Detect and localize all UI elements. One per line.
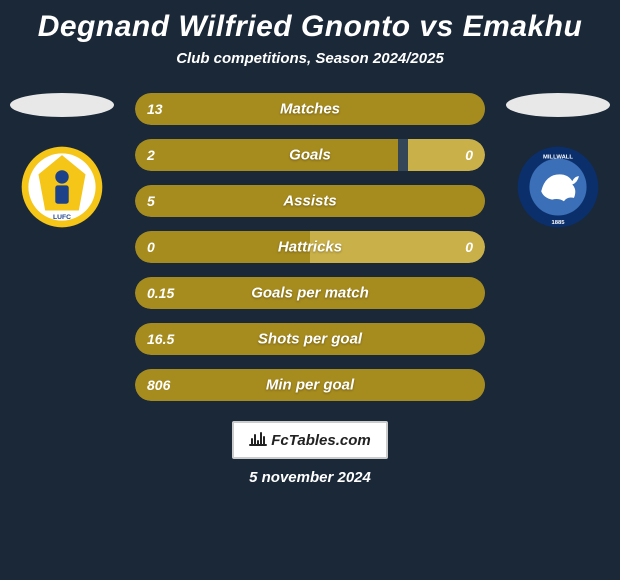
stat-left-value: 16.5 <box>147 331 174 347</box>
stat-row: 0 0 Hattricks <box>135 231 485 263</box>
stat-left-value: 13 <box>147 101 163 117</box>
svg-text:MILLWALL: MILLWALL <box>543 154 573 160</box>
footer-date: 5 november 2024 <box>0 469 620 486</box>
stat-label: Assists <box>283 193 336 210</box>
stat-label: Matches <box>280 101 340 118</box>
stat-left-value: 806 <box>147 377 170 393</box>
right-club-badge: MILLWALL 1885 <box>516 145 600 229</box>
stat-left-value: 0 <box>147 239 155 255</box>
svg-text:LUFC: LUFC <box>53 214 71 221</box>
stat-row: 5 Assists <box>135 185 485 217</box>
stat-label: Goals per match <box>251 285 369 302</box>
stat-row: 806 Min per goal <box>135 369 485 401</box>
stat-right-value: 0 <box>465 239 473 255</box>
subtitle: Club competitions, Season 2024/2025 <box>0 50 620 67</box>
bar-right-fill <box>408 139 485 171</box>
right-avatar-placeholder <box>506 93 610 117</box>
chart-icon <box>249 430 267 451</box>
watermark-text: FcTables.com <box>271 432 370 449</box>
svg-text:1885: 1885 <box>551 220 565 226</box>
left-avatar-placeholder <box>10 93 114 117</box>
stat-bars: 13 Matches 2 0 Goals 5 Assists 0 0 Hattricks 0.15 G… <box>135 93 485 401</box>
stat-row: 16.5 Shots per goal <box>135 323 485 355</box>
left-club-badge: LUFC <box>20 145 104 229</box>
stat-label: Goals <box>289 147 331 164</box>
stat-left-value: 2 <box>147 147 155 163</box>
comparison-panel: LUFC 13 Matches 2 0 Goals 5 Assists 0 0 Hattricks… <box>0 93 620 401</box>
stat-row: 0.15 Goals per match <box>135 277 485 309</box>
left-player-column: LUFC <box>7 93 117 229</box>
stat-row: 2 0 Goals <box>135 139 485 171</box>
millwall-badge-icon: MILLWALL 1885 <box>516 145 600 229</box>
stat-label: Min per goal <box>266 377 354 394</box>
right-player-column: MILLWALL 1885 <box>503 93 613 229</box>
stat-left-value: 5 <box>147 193 155 209</box>
stat-right-value: 0 <box>465 147 473 163</box>
stat-left-value: 0.15 <box>147 285 174 301</box>
stat-row: 13 Matches <box>135 93 485 125</box>
stat-label: Hattricks <box>278 239 342 256</box>
bar-left-fill <box>135 139 398 171</box>
watermark[interactable]: FcTables.com <box>232 421 388 459</box>
page-title: Degnand Wilfried Gnonto vs Emakhu <box>0 0 620 50</box>
leeds-badge-icon: LUFC <box>20 145 104 229</box>
stat-label: Shots per goal <box>258 331 362 348</box>
